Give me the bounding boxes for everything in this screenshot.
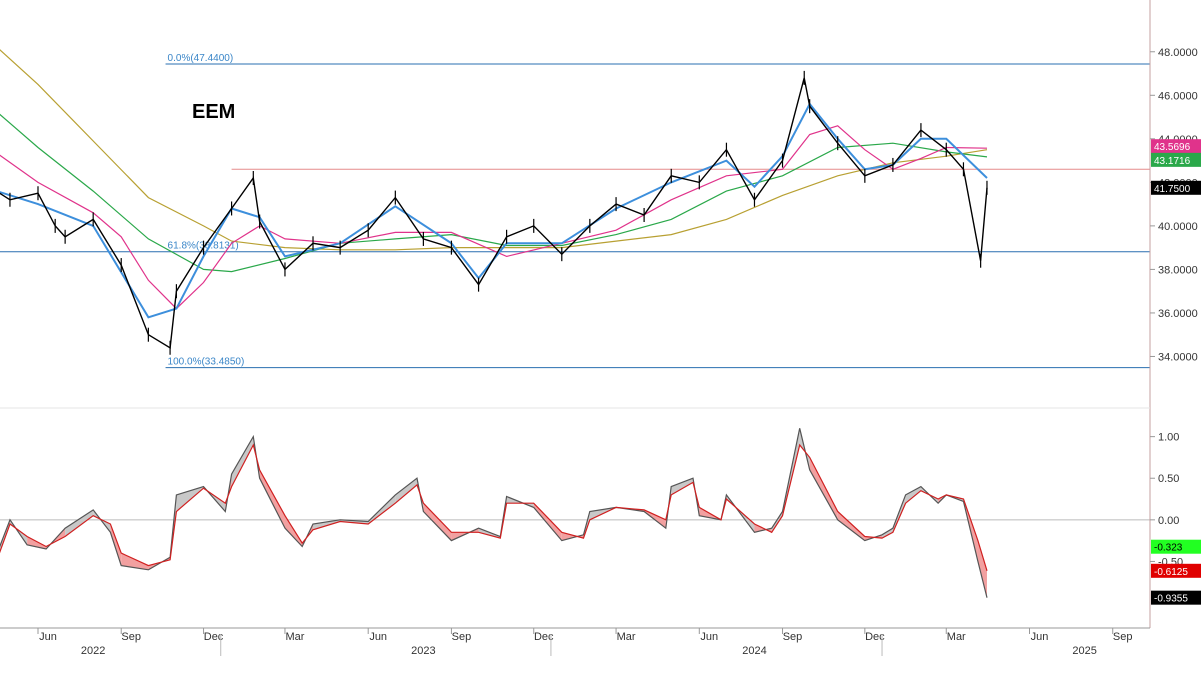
x-year-label: 2022 bbox=[81, 645, 105, 657]
oscillator-fill bbox=[977, 540, 987, 598]
oscillator-fill bbox=[395, 478, 418, 504]
axes: 48.000046.000044.000042.000040.000038.00… bbox=[0, 0, 1198, 657]
oscillator-fast-line bbox=[0, 428, 988, 598]
y-tick-label: 36.0000 bbox=[1158, 308, 1198, 320]
oscillator-fill bbox=[451, 528, 479, 541]
fib-level-label: 100.0%(33.4850) bbox=[168, 357, 245, 368]
oscillator-fill bbox=[423, 503, 452, 541]
oscillator-slow-line bbox=[0, 443, 988, 571]
last-value-tag bbox=[1151, 152, 1201, 167]
fib-level-label: 0.0%(47.4400) bbox=[168, 53, 234, 64]
chart-title: EEM bbox=[192, 101, 235, 123]
last-value-label: 41.7500 bbox=[1154, 184, 1191, 195]
x-tick-label: Jun bbox=[369, 631, 387, 643]
sma-200-line bbox=[0, 49, 988, 251]
y-tick-label: 34.0000 bbox=[1158, 351, 1198, 363]
y-tick-label: 40.0000 bbox=[1158, 221, 1198, 233]
last-value-label: -0.9355 bbox=[1154, 594, 1188, 605]
oscillator-fill bbox=[837, 511, 865, 541]
last-value-label: 43.5696 bbox=[1154, 142, 1191, 153]
last-value-tag bbox=[1151, 180, 1201, 195]
osc-tick-label: 0.00 bbox=[1158, 515, 1179, 527]
last-value-label: -0.6125 bbox=[1154, 567, 1188, 578]
x-tick-label: Mar bbox=[617, 631, 636, 643]
last-value-tag bbox=[1151, 539, 1201, 554]
sma-50-line bbox=[0, 125, 988, 310]
y-tick-label: 38.0000 bbox=[1158, 264, 1198, 276]
moving-averages bbox=[0, 49, 988, 319]
x-tick-label: Sep bbox=[121, 631, 141, 643]
last-value-tag bbox=[1151, 590, 1201, 605]
price-close-line bbox=[0, 77, 988, 349]
osc-tick-label: 1.00 bbox=[1158, 432, 1179, 444]
x-tick-label: Jun bbox=[700, 631, 718, 643]
x-year-label: 2025 bbox=[1072, 645, 1096, 657]
price-series bbox=[0, 70, 988, 355]
last-value-tag bbox=[1151, 139, 1201, 154]
x-tick-label: Dec bbox=[204, 631, 224, 643]
x-tick-label: Sep bbox=[1113, 631, 1133, 643]
sma-100-line bbox=[0, 113, 988, 273]
oscillator-fill bbox=[65, 509, 94, 537]
sma-fast-line bbox=[0, 102, 988, 319]
oscillator-fill bbox=[809, 457, 838, 520]
osc-tick-label: 0.50 bbox=[1158, 473, 1179, 485]
x-year-label: 2023 bbox=[411, 645, 435, 657]
y-tick-label: 46.0000 bbox=[1158, 90, 1198, 102]
oscillator-series bbox=[0, 428, 988, 598]
oscillator-fill bbox=[121, 553, 149, 570]
x-tick-label: Sep bbox=[783, 631, 803, 643]
y-tick-label: 48.0000 bbox=[1158, 47, 1198, 59]
last-value-label: 43.1716 bbox=[1154, 156, 1191, 167]
x-tick-label: Mar bbox=[947, 631, 966, 643]
oscillator-fill bbox=[533, 503, 562, 541]
x-tick-label: Dec bbox=[534, 631, 554, 643]
oscillator-fill bbox=[231, 436, 254, 487]
x-tick-label: Mar bbox=[285, 631, 304, 643]
last-value-tags: 43.5696 43.1716 41.7500 -0.323 -0.6125 -0.935… bbox=[1151, 139, 1201, 605]
x-tick-label: Jun bbox=[1031, 631, 1049, 643]
x-tick-label: Dec bbox=[865, 631, 885, 643]
oscillator-fill bbox=[671, 478, 693, 495]
last-value-label: -0.323 bbox=[1154, 543, 1183, 554]
oscillator-fill bbox=[905, 486, 921, 504]
x-tick-label: Sep bbox=[452, 631, 472, 643]
grid-layer: 0.0%(47.4400)61.8%(38.8131)100.0%(33.485… bbox=[0, 53, 1150, 521]
x-tick-label: Jun bbox=[39, 631, 57, 643]
last-value-tag bbox=[1151, 563, 1201, 578]
x-year-label: 2024 bbox=[742, 645, 766, 657]
oscillator-fill bbox=[882, 528, 893, 539]
oscillator-fill bbox=[110, 524, 122, 566]
oscillator-fill bbox=[259, 469, 285, 529]
